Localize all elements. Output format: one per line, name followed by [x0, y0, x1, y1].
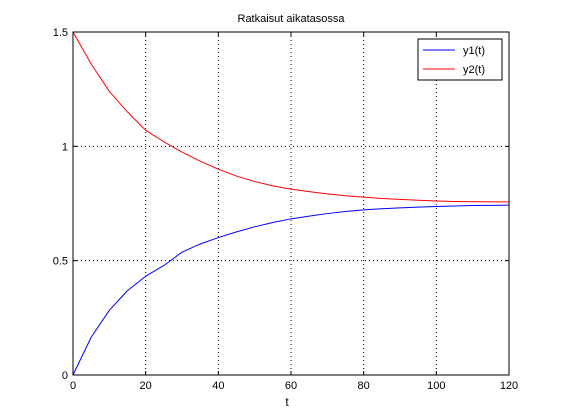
x-tick-label: 80 — [358, 380, 370, 392]
y-tick-label: 0 — [62, 370, 68, 382]
x-tick-label: 120 — [500, 380, 518, 392]
x-tick-label: 20 — [140, 380, 152, 392]
x-tick-label: 40 — [212, 380, 224, 392]
legend-label-y1: y1(t) — [463, 45, 485, 57]
legend: y1(t) y2(t) — [417, 38, 503, 81]
axis-ticks: 0 20 40 60 80 100 120 0 0.5 1 1.5 — [53, 27, 518, 392]
chart-title: Ratkaisut aikatasossa — [238, 13, 346, 25]
series-lines — [72, 31, 510, 376]
y-tick-label: 1 — [62, 141, 68, 153]
y-tick-label: 0.5 — [53, 256, 68, 268]
x-tick-label: 60 — [285, 380, 297, 392]
y-tick-label: 1.5 — [53, 27, 68, 39]
plot-area-frame — [72, 31, 510, 376]
x-axis-label: t — [285, 395, 289, 409]
x-tick-label: 0 — [70, 380, 76, 392]
legend-label-y2: y2(t) — [463, 64, 485, 76]
grid-lines — [73, 32, 509, 375]
series-line-y2 — [72, 31, 509, 203]
legend-box — [417, 38, 503, 81]
series-line-y1 — [72, 204, 510, 376]
x-tick-label: 100 — [427, 380, 445, 392]
